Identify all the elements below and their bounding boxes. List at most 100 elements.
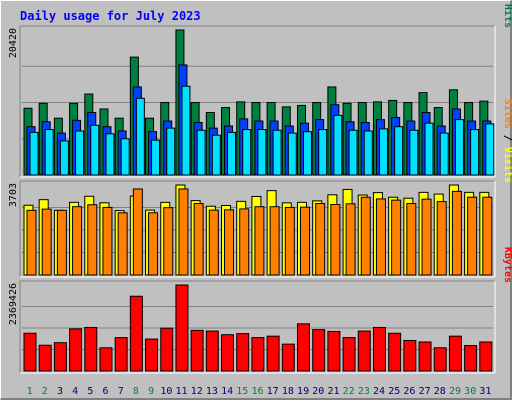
bar-pages-day-20 <box>318 129 328 176</box>
y-tick-label: 3703 <box>8 183 19 207</box>
bar-kbytes-day-29 <box>448 335 462 372</box>
bar-kbytes-day-27 <box>418 341 432 372</box>
bar-kbytes-day-5 <box>84 326 98 372</box>
x-tick-label-day-4: 4 <box>72 386 78 397</box>
bar-sites-day-16 <box>254 206 265 276</box>
x-tick-label-day-7: 7 <box>118 386 124 397</box>
bar-pages-day-4 <box>75 130 85 176</box>
x-tick-label-day-21: 21 <box>327 386 339 397</box>
bar-pages-day-15 <box>242 129 252 176</box>
bar-kbytes-day-15 <box>236 333 250 372</box>
bar-sites-day-12 <box>193 203 204 276</box>
legend-separator: / <box>502 1 512 4</box>
x-tick-label-day-23: 23 <box>358 386 370 397</box>
bar-sites-day-19 <box>299 206 310 276</box>
bar-sites-day-28 <box>436 201 447 276</box>
x-tick-label-day-16: 16 <box>251 386 263 397</box>
legend-item-kbytes: KBytes <box>502 247 512 283</box>
bar-kbytes-day-18 <box>281 343 295 372</box>
chart-panel-1: 20420 Pages / Files / Hits <box>8 1 512 178</box>
bar-pages-day-30 <box>470 129 480 176</box>
bar-kbytes-day-13 <box>205 330 219 372</box>
chart-title: Daily usage for July 2023 <box>20 9 201 23</box>
legend-item-sites: Sites <box>502 99 512 129</box>
legend-item-hits: Hits <box>502 4 512 28</box>
bar-sites-day-1 <box>26 209 37 276</box>
bar-sites-day-31 <box>482 196 493 276</box>
bar-kbytes-day-10 <box>160 327 174 372</box>
bar-pages-day-14 <box>227 131 237 176</box>
bar-sites-day-9 <box>148 212 159 276</box>
bar-kbytes-day-2 <box>38 344 52 372</box>
x-tick-label-day-8: 8 <box>133 386 139 397</box>
bar-sites-day-10 <box>163 207 174 276</box>
bar-pages-day-26 <box>409 129 419 176</box>
x-tick-label-day-13: 13 <box>206 386 218 397</box>
bar-sites-day-25 <box>391 199 402 276</box>
x-tick-label-day-2: 2 <box>42 386 48 397</box>
bar-kbytes-day-20 <box>312 329 326 372</box>
bar-kbytes-day-17 <box>266 335 280 372</box>
x-tick-label-day-26: 26 <box>403 386 415 397</box>
bar-pages-day-23 <box>363 130 373 176</box>
x-tick-label-day-20: 20 <box>312 386 324 397</box>
bar-pages-day-2 <box>44 129 54 176</box>
x-tick-label-day-11: 11 <box>176 386 188 397</box>
bar-sites-day-17 <box>269 206 280 276</box>
x-tick-label-day-27: 27 <box>419 386 431 397</box>
bar-kbytes-day-9 <box>145 338 159 372</box>
x-tick-label-day-22: 22 <box>343 386 355 397</box>
bar-sites-day-7 <box>117 212 128 276</box>
x-tick-label-day-19: 19 <box>297 386 309 397</box>
bar-sites-day-8 <box>132 188 143 276</box>
x-tick-label-day-6: 6 <box>103 386 109 397</box>
bar-pages-day-16 <box>257 129 267 176</box>
legend-item-visits: Visits <box>502 147 512 183</box>
bar-kbytes-day-22 <box>342 337 356 372</box>
bar-pages-day-12 <box>196 129 206 176</box>
bar-pages-day-9 <box>151 139 161 176</box>
bar-pages-day-18 <box>287 132 297 176</box>
bar-sites-day-29 <box>451 190 462 276</box>
bar-pages-day-25 <box>394 126 404 176</box>
y-tick-label: 2369426 <box>8 283 19 325</box>
bar-kbytes-day-3 <box>53 342 67 372</box>
bar-pages-day-6 <box>105 133 115 176</box>
bar-sites-day-30 <box>467 196 478 276</box>
bar-sites-day-6 <box>102 206 113 276</box>
bar-pages-day-22 <box>348 129 358 176</box>
bar-kbytes-day-8 <box>129 295 143 372</box>
chart-panel-3: 2369426 KBytes <box>8 247 512 374</box>
bar-kbytes-day-6 <box>99 347 113 372</box>
bar-sites-day-21 <box>330 204 341 276</box>
bar-kbytes-day-1 <box>23 332 37 372</box>
bar-sites-day-15 <box>239 208 250 276</box>
x-tick-label-day-17: 17 <box>267 386 279 397</box>
bar-sites-day-13 <box>208 209 219 276</box>
bar-kbytes-day-16 <box>251 337 265 372</box>
x-tick-label-day-31: 31 <box>479 386 491 397</box>
bar-kbytes-day-21 <box>327 330 341 372</box>
bar-pages-day-31 <box>485 123 495 176</box>
bar-kbytes-day-4 <box>69 328 83 372</box>
x-tick-label-day-14: 14 <box>221 386 233 397</box>
bar-sites-day-14 <box>224 209 235 276</box>
bar-kbytes-day-31 <box>479 341 493 372</box>
bar-kbytes-day-19 <box>296 323 310 372</box>
x-tick-label-day-18: 18 <box>282 386 294 397</box>
x-tick-label-day-12: 12 <box>191 386 203 397</box>
y-tick-label: 20420 <box>8 28 19 58</box>
bar-pages-day-29 <box>454 119 464 176</box>
legend: Pages / Files / Hits <box>502 1 512 28</box>
bar-sites-day-23 <box>360 196 371 276</box>
bar-kbytes-day-24 <box>372 326 386 372</box>
bar-sites-day-5 <box>87 204 98 276</box>
bar-pages-day-11 <box>181 85 191 176</box>
bar-sites-day-24 <box>375 198 386 276</box>
bar-pages-day-7 <box>120 138 130 176</box>
bar-kbytes-day-12 <box>190 329 204 372</box>
x-tick-label-day-30: 30 <box>464 386 476 397</box>
bar-sites-day-4 <box>72 206 83 276</box>
